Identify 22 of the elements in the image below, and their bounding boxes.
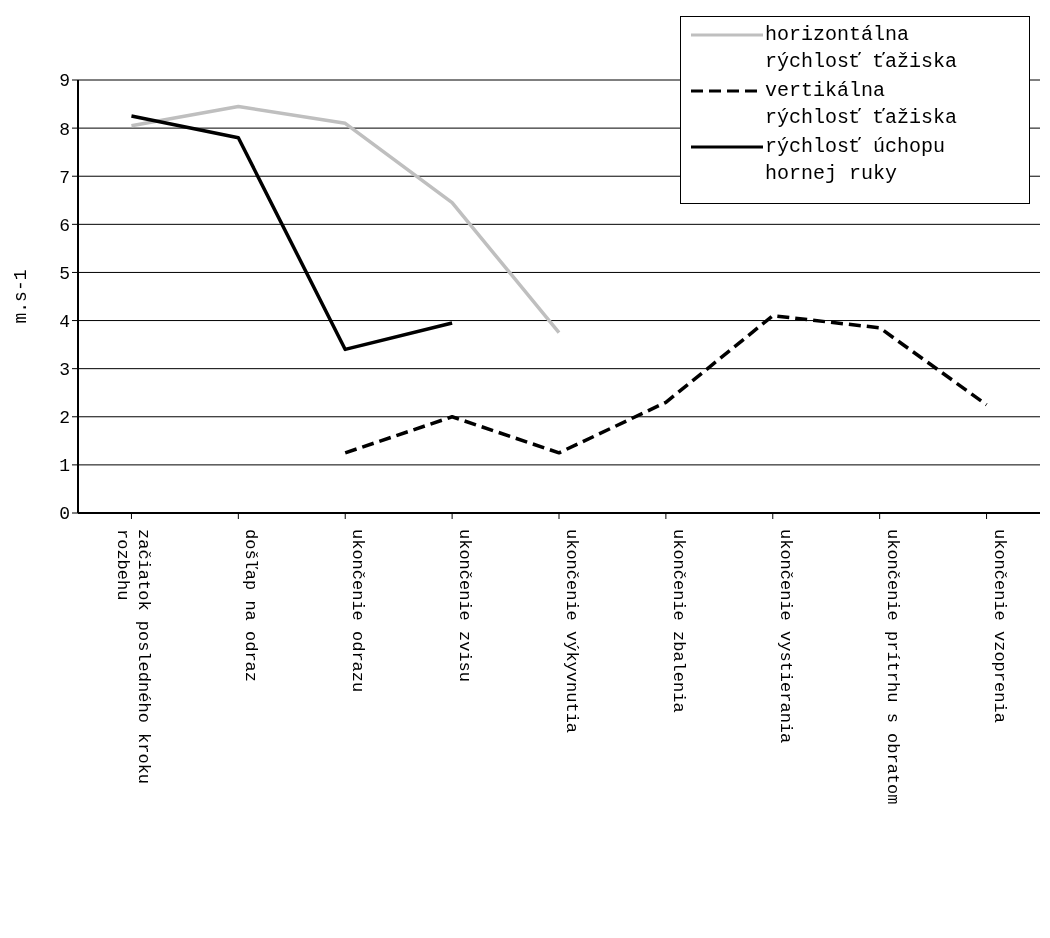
y-tick-label: 0 bbox=[59, 504, 70, 525]
x-tick-label: ukončenie zbalenia bbox=[668, 529, 688, 713]
x-tick-label: ukončenie odrazu bbox=[348, 529, 368, 693]
y-tick-label: 5 bbox=[59, 263, 70, 284]
x-tick-label: ukončenie výkyvnutia bbox=[562, 529, 581, 734]
y-tick-label: 4 bbox=[59, 311, 70, 332]
x-tick-label: ukončenie vystierania bbox=[775, 529, 795, 744]
y-tick-label: 9 bbox=[59, 71, 70, 92]
line-series bbox=[129, 104, 561, 335]
x-tick-label: ukončenie vzoprenia bbox=[989, 529, 1009, 723]
y-tick-label: 7 bbox=[59, 167, 70, 188]
y-tick-label: 1 bbox=[59, 456, 70, 477]
y-tick-label: 3 bbox=[59, 360, 70, 381]
x-tick-label: ukončenie zvisu bbox=[455, 529, 475, 683]
legend-label: rýchlosť úchopu hornej ruky bbox=[765, 134, 947, 187]
y-axis-title: m.s-1 bbox=[11, 269, 32, 324]
y-tick-label: 2 bbox=[59, 408, 70, 429]
x-tick-label: ukončenie prítrhu s obratom bbox=[882, 529, 902, 805]
y-tick-label: 6 bbox=[59, 215, 70, 236]
x-tick-label: došľap na odraz bbox=[241, 529, 261, 683]
y-tick-label: 8 bbox=[59, 119, 70, 140]
x-tick-label: začiatok posledného kroku rozbehu bbox=[113, 529, 154, 785]
